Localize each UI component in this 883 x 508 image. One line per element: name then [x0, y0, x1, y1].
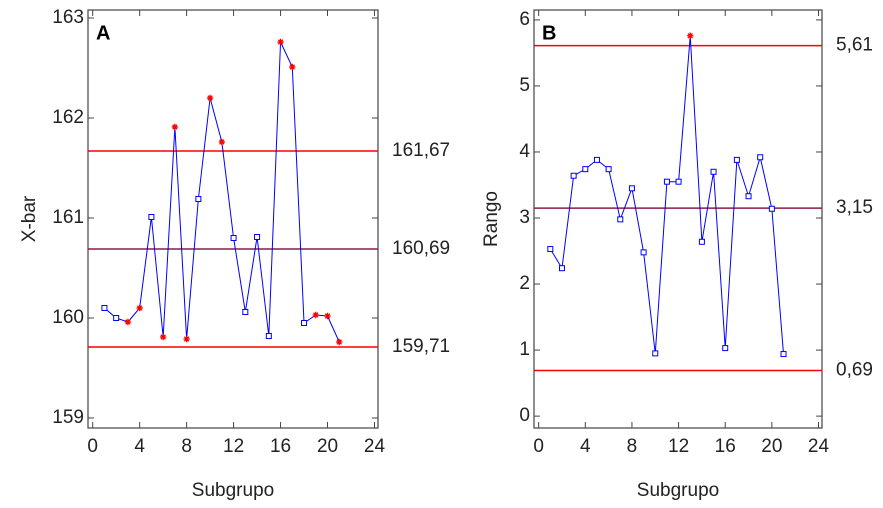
point: [640, 249, 647, 256]
x-tick-label: 24: [364, 436, 386, 457]
y-axis-title: Rango: [481, 191, 502, 247]
out-of-control-point: [159, 333, 167, 341]
x-tick-label: 4: [134, 436, 145, 457]
x-tick-label: 24: [808, 436, 830, 457]
out-of-control-point: [289, 63, 296, 71]
control-limit-label: 160,69: [392, 238, 450, 259]
point: [582, 166, 589, 173]
y-tick-label: 2: [519, 273, 530, 294]
point: [780, 351, 787, 358]
out-of-control-point: [124, 318, 132, 326]
point: [113, 315, 120, 321]
y-tick-label: 4: [519, 141, 530, 162]
point: [745, 193, 752, 200]
x-axis-title: Subgrupo: [192, 480, 274, 501]
point: [628, 185, 635, 192]
point: [558, 265, 565, 272]
point: [698, 238, 705, 245]
point: [148, 214, 155, 220]
point: [733, 156, 740, 163]
point: [593, 156, 600, 163]
point: [675, 178, 682, 185]
x-tick-label: 8: [181, 436, 192, 457]
control-limit-label: 3,15: [836, 197, 873, 218]
y-tick-label: 1: [519, 339, 530, 360]
out-of-control-point: [136, 304, 143, 312]
out-of-control-point: [312, 311, 319, 319]
y-tick-label: 0: [519, 405, 530, 426]
point: [652, 350, 659, 357]
y-tick-label: 162: [52, 107, 84, 128]
point: [242, 309, 249, 315]
out-of-control-point: [206, 94, 214, 102]
point: [663, 178, 670, 185]
point: [570, 172, 577, 179]
y-axis-title: X-bar: [19, 195, 40, 242]
point: [722, 345, 729, 352]
point: [605, 166, 612, 173]
y-tick-label: 3: [519, 207, 530, 228]
y-tick-label: 5: [519, 75, 530, 96]
x-tick-label: 12: [668, 436, 689, 457]
point: [195, 196, 202, 202]
panel-label: B: [542, 22, 556, 44]
out-of-control-point: [687, 32, 694, 39]
out-of-control-point: [183, 335, 190, 343]
x-axis-title: Subgrupo: [637, 480, 719, 501]
x-tick-label: 16: [715, 436, 736, 457]
y-tick-label: 163: [52, 7, 84, 28]
point: [101, 305, 108, 311]
point: [710, 168, 717, 175]
panel-label: A: [96, 22, 110, 44]
x-tick-label: 20: [761, 436, 782, 457]
plot-frame: [87, 9, 379, 429]
x-tick-label: 20: [317, 436, 338, 457]
control-limit-label: 159,71: [392, 336, 450, 357]
point: [254, 234, 261, 240]
point: [617, 216, 624, 223]
point: [757, 154, 764, 161]
control-limit-label: 0,69: [836, 360, 873, 381]
point: [230, 235, 237, 241]
y-tick-label: 159: [52, 407, 84, 428]
plot-frame: [533, 9, 823, 429]
out-of-control-point: [324, 312, 331, 320]
point: [768, 205, 775, 212]
control-limit-label: 5,61: [836, 35, 873, 56]
y-tick-label: 6: [519, 9, 530, 30]
point: [265, 333, 272, 339]
point: [547, 246, 554, 253]
point: [301, 320, 308, 326]
x-tick-label: 0: [87, 436, 98, 457]
out-of-control-point: [277, 38, 284, 46]
y-tick-label: 160: [52, 307, 84, 328]
x-tick-label: 12: [223, 436, 244, 457]
out-of-control-point: [171, 123, 179, 131]
x-tick-label: 0: [533, 436, 544, 457]
x-tick-label: 8: [627, 436, 638, 457]
series-line: [104, 41, 340, 343]
x-tick-label: 16: [270, 436, 291, 457]
x-tick-label: 4: [580, 436, 591, 457]
out-of-control-point: [218, 138, 226, 146]
out-of-control-point: [336, 338, 343, 346]
control-limit-label: 161,67: [392, 140, 450, 161]
y-tick-label: 161: [52, 207, 84, 228]
